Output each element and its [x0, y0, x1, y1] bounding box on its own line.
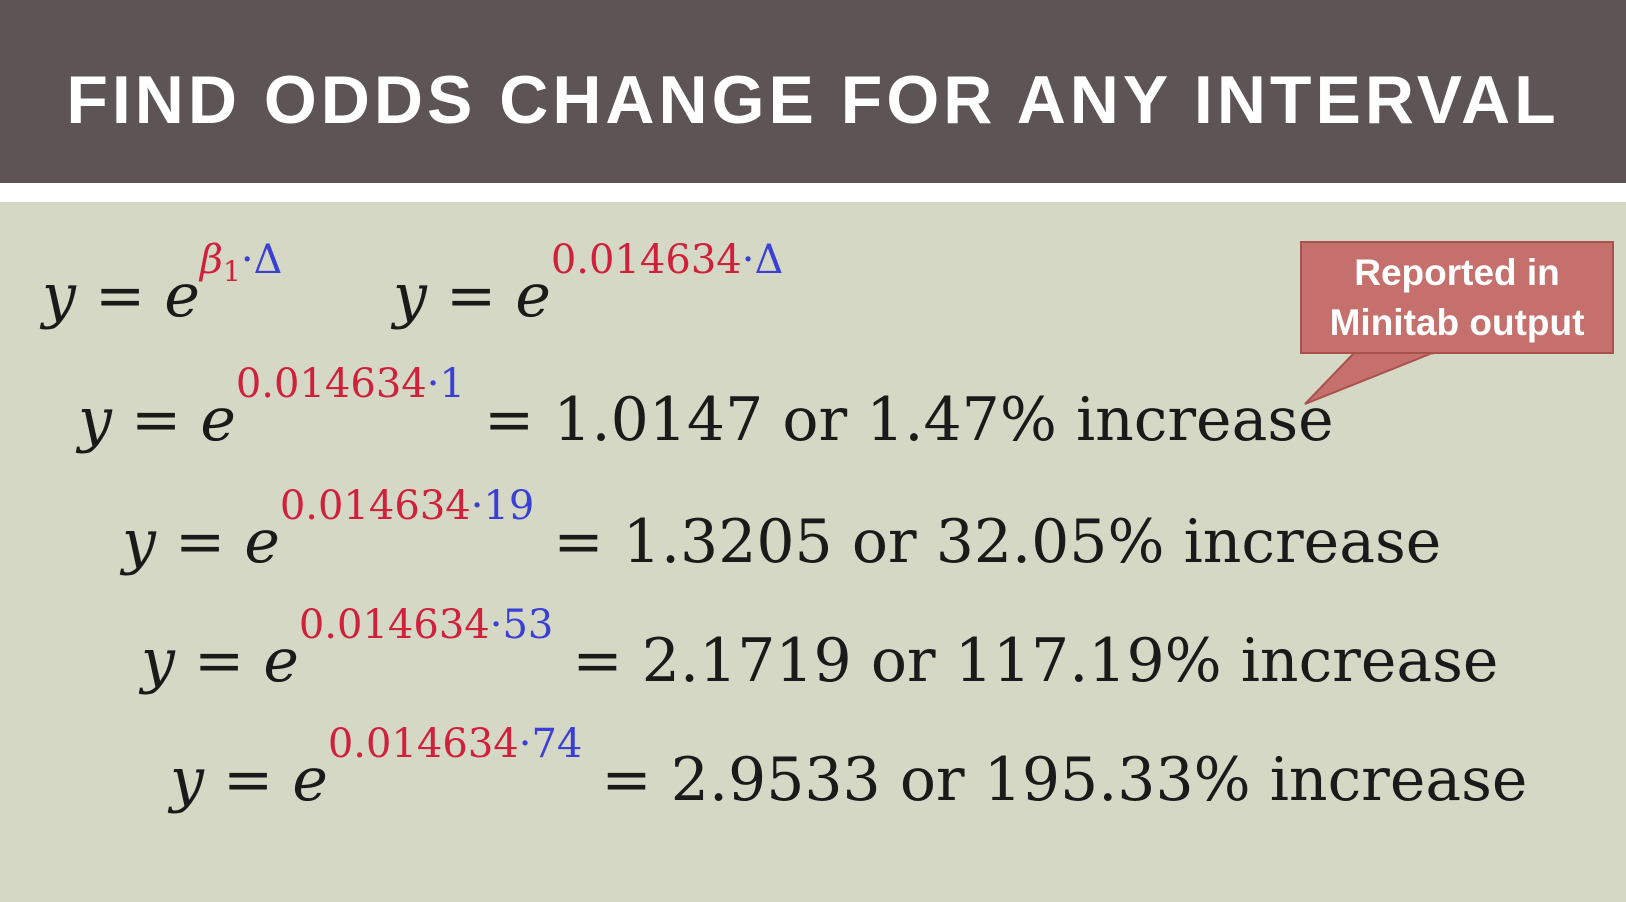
- result-word: increase: [1183, 507, 1442, 577]
- exponent-dot: ·: [426, 361, 440, 407]
- callout-line-2: Minitab output: [1329, 301, 1585, 343]
- coefficient-value: 0.014634: [235, 361, 427, 407]
- result-equals: =: [553, 507, 604, 577]
- exponent-dot: ·: [470, 483, 484, 529]
- equation-base: e: [292, 745, 328, 815]
- equation-equals: =: [174, 507, 226, 577]
- equation-base: e: [263, 626, 299, 696]
- result-percent: 32.05%: [935, 507, 1165, 577]
- result-equals: =: [483, 385, 535, 455]
- formula-exponent: β1·Δ: [200, 240, 283, 286]
- exponent-dot: ·: [489, 602, 503, 648]
- equation-equals: =: [130, 385, 182, 455]
- equation-row: y = e0.014634·1 = 1.0147 or 1.47% increa…: [78, 364, 1334, 450]
- equation-row: y = e0.014634·74 = 2.9533 or 195.33% inc…: [170, 724, 1527, 810]
- slide-title: FIND ODDS CHANGE FOR ANY INTERVAL: [66, 61, 1560, 138]
- result-word: increase: [1269, 745, 1528, 815]
- result-value: 1.3205: [622, 507, 833, 577]
- interval-value: 1: [439, 361, 465, 407]
- interval-value: 74: [531, 721, 583, 767]
- result-percent: 1.47%: [866, 385, 1057, 455]
- equation-equals: =: [193, 626, 245, 696]
- delta-symbol: Δ: [754, 237, 784, 283]
- formula-base: e: [515, 261, 551, 331]
- coefficient-value: 0.014634: [550, 237, 742, 283]
- exponent-dot: ·: [518, 721, 532, 767]
- equation-equals: =: [222, 745, 274, 815]
- result-equals: =: [601, 745, 652, 815]
- coefficient-value: 0.014634: [298, 602, 490, 648]
- result-equals: =: [572, 626, 623, 696]
- formula-lhs: y: [393, 261, 427, 331]
- result-percent: 117.19%: [954, 626, 1222, 696]
- result-or: or: [782, 385, 848, 455]
- equation-base: e: [244, 507, 280, 577]
- result-or: or: [870, 626, 936, 696]
- result-word: increase: [1075, 385, 1334, 455]
- interval-value: 19: [483, 483, 535, 529]
- coefficient-value: 0.014634: [279, 483, 471, 529]
- equation-row: y = e0.014634·53 = 2.1719 or 117.19% inc…: [141, 605, 1498, 691]
- beta-symbol: β: [199, 237, 223, 283]
- coefficient-value: 0.014634: [327, 721, 519, 767]
- result-or: or: [899, 745, 965, 815]
- result-value: 2.1719: [641, 626, 852, 696]
- formula-lhs: y: [42, 261, 76, 331]
- exponent-dot: ·: [741, 237, 755, 283]
- delta-symbol: Δ: [253, 237, 283, 283]
- equation-row: y = e0.014634·19 = 1.3205 or 32.05% incr…: [122, 486, 1441, 572]
- formula-base: e: [164, 261, 200, 331]
- slide-header: FIND ODDS CHANGE FOR ANY INTERVAL: [0, 0, 1626, 183]
- formula-equals: =: [94, 261, 146, 331]
- callout-line-1: Reported in: [1354, 251, 1560, 293]
- equation-lhs: y: [122, 507, 156, 577]
- equation-lhs: y: [141, 626, 175, 696]
- equation-lhs: y: [170, 745, 204, 815]
- equation-lhs: y: [78, 385, 112, 455]
- equation-exponent: 0.014634·1: [236, 364, 465, 404]
- formula-general: y = eβ1·Δ: [42, 240, 282, 326]
- result-value: 2.9533: [670, 745, 881, 815]
- equation-exponent: 0.014634·53: [299, 605, 553, 645]
- equation-base: e: [200, 385, 236, 455]
- result-percent: 195.33%: [983, 745, 1251, 815]
- beta-subscript: 1: [222, 255, 241, 288]
- exponent-dot: ·: [240, 237, 254, 283]
- result-word: increase: [1240, 626, 1499, 696]
- formula-exponent: 0.014634·Δ: [551, 240, 783, 280]
- equation-exponent: 0.014634·74: [328, 724, 582, 764]
- equation-exponent: 0.014634·19: [280, 486, 534, 526]
- result-or: or: [851, 507, 917, 577]
- formula-equals: =: [445, 261, 497, 331]
- result-value: 1.0147: [553, 385, 764, 455]
- interval-value: 53: [502, 602, 554, 648]
- callout-box: Reported in Minitab output: [1300, 241, 1614, 354]
- formula-coefficient: y = e0.014634·Δ: [393, 240, 783, 326]
